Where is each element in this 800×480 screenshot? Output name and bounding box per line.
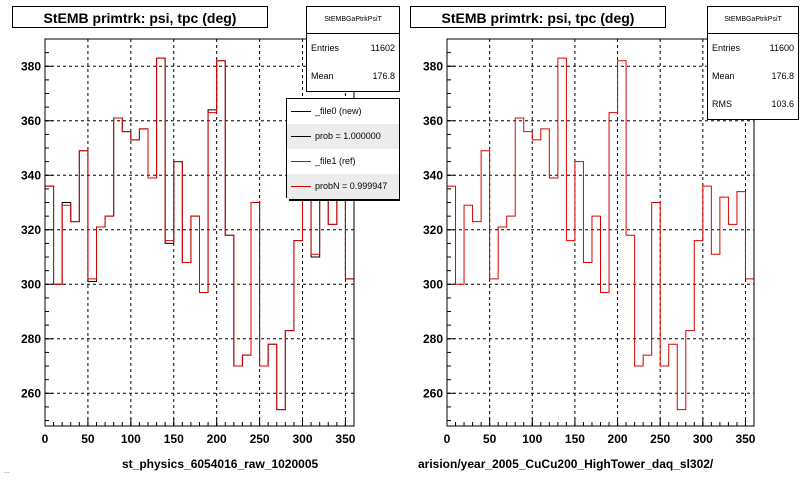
x-tick-label: 300 — [693, 432, 713, 446]
x-tick-label: 0 — [444, 432, 451, 446]
stats-value: 103.6 — [771, 99, 794, 109]
legend: _file0 (new) prob = 1.000000 _file1 (ref… — [286, 98, 400, 199]
stats-histogram-name: StEMBGaPtrkPsiT — [708, 7, 798, 34]
x-tick-label: 0 — [42, 432, 49, 446]
legend-entry-prob: prob = 1.000000 — [287, 124, 399, 149]
y-tick-label: 260 — [423, 386, 443, 400]
y-tick-label: 300 — [423, 277, 443, 291]
histogram-series-line — [446, 57, 755, 426]
x-tick-label: 200 — [608, 432, 628, 446]
histogram-panel-left: 0 50 100 150 200 250 300 350 260 280 300 320 340 360 3… — [4, 6, 400, 475]
stats-value: 176.8 — [372, 71, 395, 81]
plot-title: StEMB primtrk: psi, tpc (deg) — [12, 6, 268, 28]
stats-row-mean: Mean 176.8 — [307, 62, 399, 90]
x-tick-label: 50 — [81, 432, 95, 446]
x-tick-label: 100 — [121, 432, 141, 446]
legend-label: probN = 0.999947 — [315, 181, 388, 191]
y-tick-label: 380 — [21, 59, 41, 73]
stats-value: 176.8 — [771, 71, 794, 81]
x-tick-label: 100 — [522, 432, 542, 446]
legend-entry-probn: probN = 0.999947 — [287, 174, 399, 199]
y-tick-label: 280 — [21, 332, 41, 346]
y-tick-label: 380 — [423, 59, 443, 73]
y-tick-label: 360 — [21, 114, 41, 128]
file-label: st_physics_6054016_raw_1020005 — [122, 457, 319, 471]
x-tick-label: 350 — [335, 432, 355, 446]
y-tick-label: 260 — [21, 386, 41, 400]
y-tick-label: 320 — [423, 223, 443, 237]
histogram-panel-right: 0 50 100 150 200 250 300 350 260 280 300 320 340 360 3… — [400, 0, 800, 480]
stats-row-entries: Entries 11600 — [708, 34, 798, 62]
plot-title: StEMB primtrk: psi, tpc (deg) — [410, 6, 666, 28]
footer-stamp: ... — [4, 468, 10, 475]
y-tick-label: 340 — [423, 168, 443, 182]
x-tick-label: 150 — [565, 432, 585, 446]
stats-box: StEMBGaPtrkPsiT Entries 11602 Mean 176.8 — [306, 6, 400, 92]
stats-label: Entries — [712, 43, 741, 53]
stats-value: 11602 — [370, 43, 395, 53]
legend-swatch — [291, 186, 311, 187]
x-tick-label: 350 — [735, 432, 755, 446]
stats-row-rms: RMS 103.6 — [708, 90, 798, 118]
legend-swatch — [291, 111, 311, 112]
legend-swatch — [291, 161, 311, 162]
x-tick-label: 250 — [250, 432, 270, 446]
legend-swatch — [291, 136, 311, 137]
legend-entry-new: _file0 (new) — [287, 99, 399, 124]
x-tick-label: 250 — [650, 432, 670, 446]
x-tick-label: 300 — [292, 432, 312, 446]
file-label: arision/year_2005_CuCu200_HighTower_daq_… — [418, 457, 714, 471]
plot-area-right: 0 50 100 150 200 250 300 350 260 280 300 320 340 360 3… — [423, 38, 756, 446]
y-tick-label: 300 — [21, 277, 41, 291]
y-tick-label: 320 — [21, 223, 41, 237]
legend-entry-ref: _file1 (ref) — [287, 149, 399, 174]
y-tick-label: 280 — [423, 332, 443, 346]
x-tick-label: 150 — [164, 432, 184, 446]
stats-row-entries: Entries 11602 — [307, 34, 399, 62]
stats-histogram-name: StEMBGaPtrkPsiT — [307, 7, 399, 34]
legend-label: prob = 1.000000 — [315, 131, 381, 141]
stats-label: RMS — [712, 99, 732, 109]
stats-value: 11600 — [769, 43, 794, 53]
legend-label: _file1 (ref) — [315, 156, 356, 166]
x-tick-label: 50 — [483, 432, 497, 446]
x-tick-label: 200 — [207, 432, 227, 446]
stats-label: Mean — [311, 71, 334, 81]
stats-label: Mean — [712, 71, 735, 81]
stats-row-mean: Mean 176.8 — [708, 62, 798, 90]
stats-box: StEMBGaPtrkPsiT Entries 11600 Mean 176.8… — [707, 6, 799, 120]
stats-label: Entries — [311, 43, 340, 53]
legend-label: _file0 (new) — [315, 106, 362, 116]
y-tick-label: 360 — [423, 114, 443, 128]
y-tick-label: 340 — [21, 168, 41, 182]
